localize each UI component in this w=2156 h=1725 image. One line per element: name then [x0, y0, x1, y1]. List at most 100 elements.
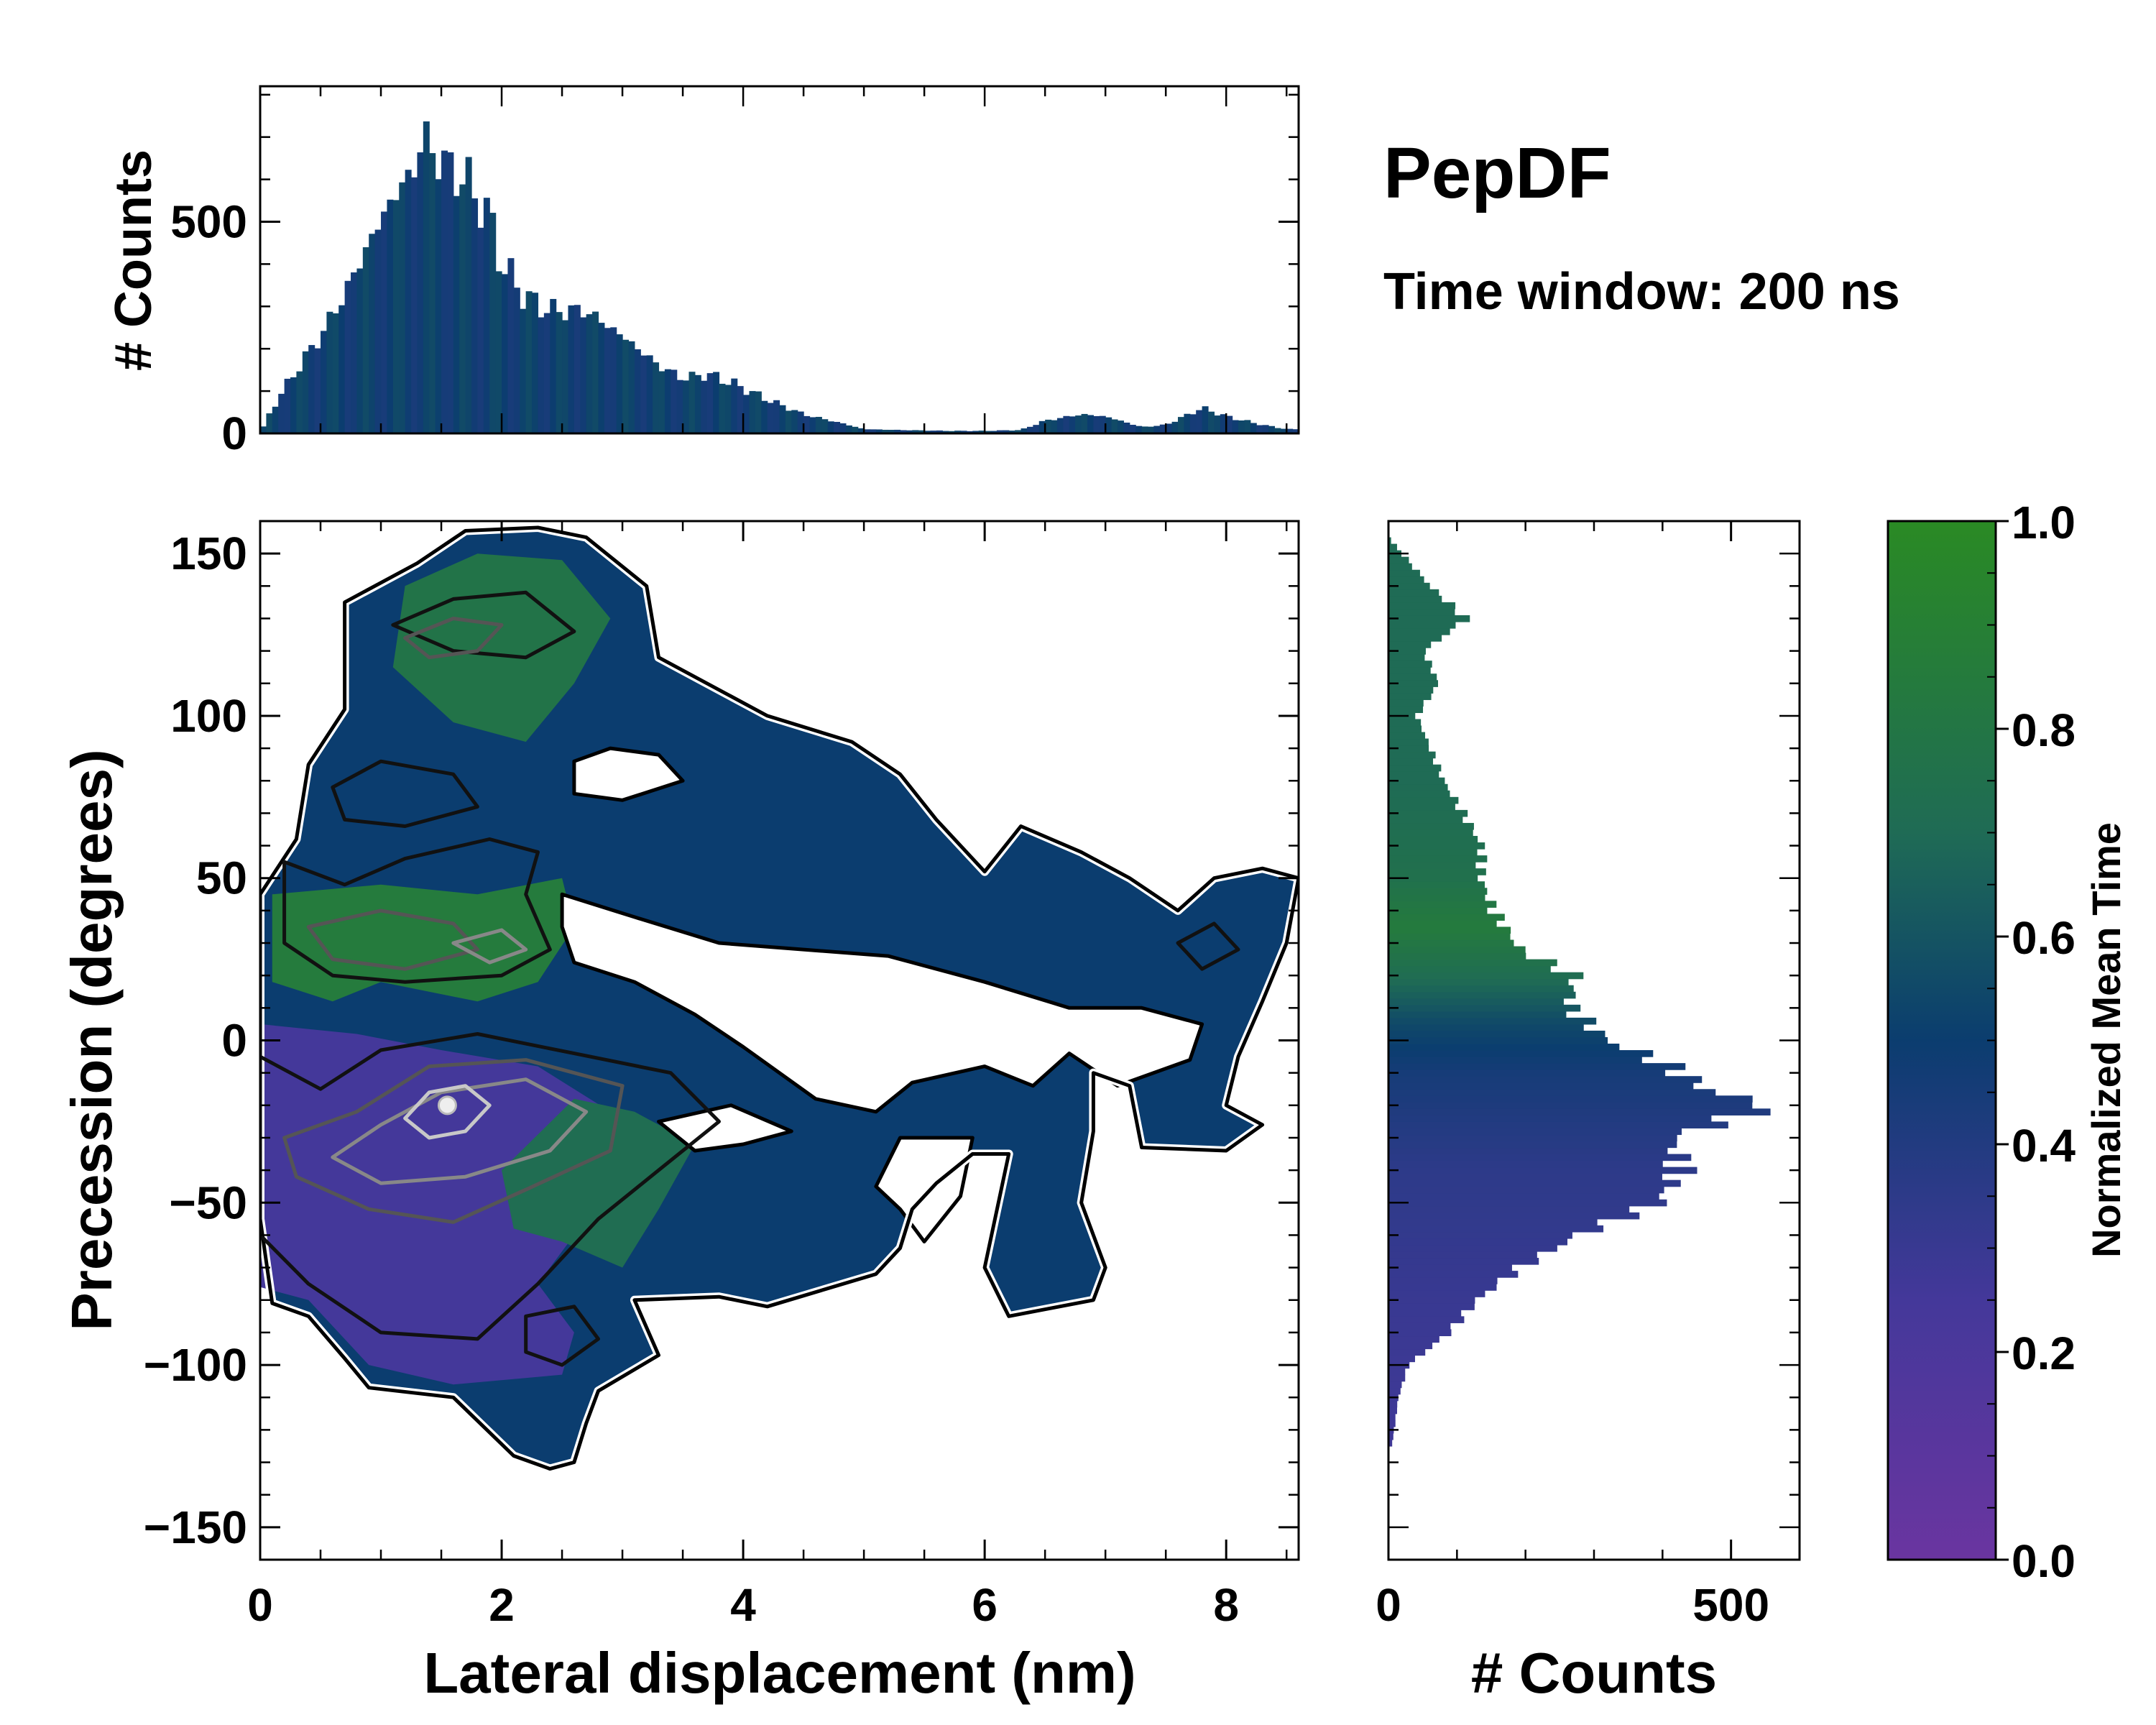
right-histogram-bar [1388, 1277, 1498, 1284]
top-histogram-bar [948, 431, 955, 433]
right-histogram-bar [1388, 1355, 1415, 1363]
top-histogram-bar [447, 152, 454, 433]
right-histogram-bar [1388, 758, 1434, 765]
top-histogram-bar [321, 331, 328, 433]
right-histogram-bar [1388, 1432, 1393, 1440]
top-histogram-bar [1045, 419, 1052, 433]
top-histogram-bar [435, 179, 442, 433]
top-histogram-bar [465, 157, 472, 433]
main-ytick-label: −100 [144, 1339, 247, 1391]
top-histogram-bar [538, 317, 545, 433]
top-histogram-bar [520, 308, 527, 433]
top-histogram-bar [1056, 418, 1064, 433]
right-histogram-bar [1388, 1303, 1475, 1310]
top-histogram-bar [411, 177, 418, 433]
top-histogram-bar [1226, 415, 1233, 433]
right-histogram-bar [1388, 1186, 1664, 1194]
right-histogram-bar [1388, 751, 1436, 759]
main-ytick-label: 150 [170, 528, 247, 579]
top-histogram-bar [912, 430, 919, 433]
right-histogram-bar [1388, 1167, 1697, 1174]
top-histogram-bar [706, 373, 714, 433]
right-histogram-bar [1388, 576, 1424, 584]
right-histogram-bar [1388, 661, 1432, 668]
right-histogram-bar [1388, 1036, 1608, 1044]
right-histogram-bar [1388, 868, 1486, 875]
right-histogram-bar [1388, 888, 1488, 895]
top-histogram-bar [888, 430, 895, 433]
top-histogram-bar [1292, 429, 1299, 433]
right-histogram-bar [1388, 796, 1459, 804]
right-xtick-label: 0 [1376, 1579, 1401, 1631]
right-histogram-bar [1388, 1420, 1396, 1427]
top-histogram-bar [713, 372, 720, 433]
top-histogram-bar [767, 402, 774, 433]
top-histogram-bar [586, 314, 593, 433]
top-histogram-bar [453, 196, 460, 433]
top-histogram-bar [507, 258, 515, 433]
right-histogram-bar [1388, 648, 1426, 655]
contour-middle-7 [282, 1058, 625, 1224]
right-histogram-bar [1388, 1212, 1640, 1220]
right-histogram-bar [1388, 1057, 1642, 1064]
top-histogram-bar [634, 349, 641, 433]
right-histogram-bar [1388, 1095, 1753, 1103]
top-histogram-bar [845, 425, 852, 433]
top-histogram-bar [1081, 413, 1088, 433]
top-histogram-bar [296, 371, 303, 433]
top-histogram-bar [604, 328, 611, 433]
right-histogram-bar [1388, 1316, 1465, 1323]
right-histogram-bar [1388, 855, 1488, 862]
top-histogram-bar [374, 229, 382, 433]
right-histogram-bar [1388, 1264, 1512, 1271]
top-histogram-ticks: 0 500 [170, 86, 1299, 459]
top-histogram-bar [724, 385, 732, 433]
top-histogram-bar [562, 320, 569, 433]
top-histogram-bar [1117, 420, 1124, 433]
top-histogram-bar [351, 272, 358, 433]
top-histogram-bar [1166, 423, 1173, 433]
right-histogram-bar [1388, 991, 1576, 999]
right-histogram-bar [1388, 595, 1442, 603]
top-histogram-bar [1220, 414, 1227, 433]
top-histogram-bar [1008, 431, 1015, 433]
main-ytick-label: −150 [144, 1501, 247, 1553]
right-histogram-bar [1388, 1205, 1630, 1213]
right-histogram-bar [1388, 719, 1422, 727]
top-histogram-bar [966, 431, 973, 433]
top-histogram-bar [701, 380, 708, 433]
main-ytick-label: 0 [221, 1015, 247, 1067]
right-histogram-bar [1388, 842, 1485, 850]
contour-inner-10 [451, 928, 528, 965]
right-histogram-bar [1388, 537, 1391, 545]
top-histogram-bar [1268, 426, 1275, 433]
right-histogram-bar [1388, 1407, 1398, 1414]
right-histogram-bar [1388, 1070, 1666, 1077]
right-histogram-bar [1388, 770, 1439, 778]
right-histogram-bar [1388, 1024, 1584, 1031]
top-histogram-bar [525, 291, 533, 433]
top-histogram-bar [640, 355, 648, 433]
top-histogram-bar [653, 362, 660, 433]
right-histogram-bar [1388, 1218, 1598, 1226]
top-histogram-bar [683, 380, 690, 433]
right-histogram-bar [1388, 628, 1450, 635]
right-histogram-bar [1388, 1284, 1497, 1291]
top-histogram-bar [676, 380, 683, 433]
contour-middle-8 [403, 617, 504, 660]
top-histogram-bar [1015, 430, 1022, 433]
top-histogram-bar [857, 428, 865, 433]
top-histogram-bar [646, 355, 653, 433]
top-histogram-bar [616, 334, 623, 433]
top-histogram-bar [900, 430, 907, 433]
top-histogram-bar [785, 410, 792, 433]
main-xtick-label: 8 [1213, 1579, 1239, 1631]
right-histogram-bar [1388, 1322, 1451, 1330]
right-histogram-bar [1388, 1160, 1663, 1168]
top-histogram-bar [694, 374, 701, 433]
right-histogram-bar [1388, 1271, 1519, 1278]
colorbar-tick-label: 0.4 [2012, 1120, 2076, 1172]
top-histogram-bar [839, 423, 847, 433]
top-histogram-bar [513, 288, 520, 433]
right-histogram-bar [1388, 1050, 1654, 1057]
